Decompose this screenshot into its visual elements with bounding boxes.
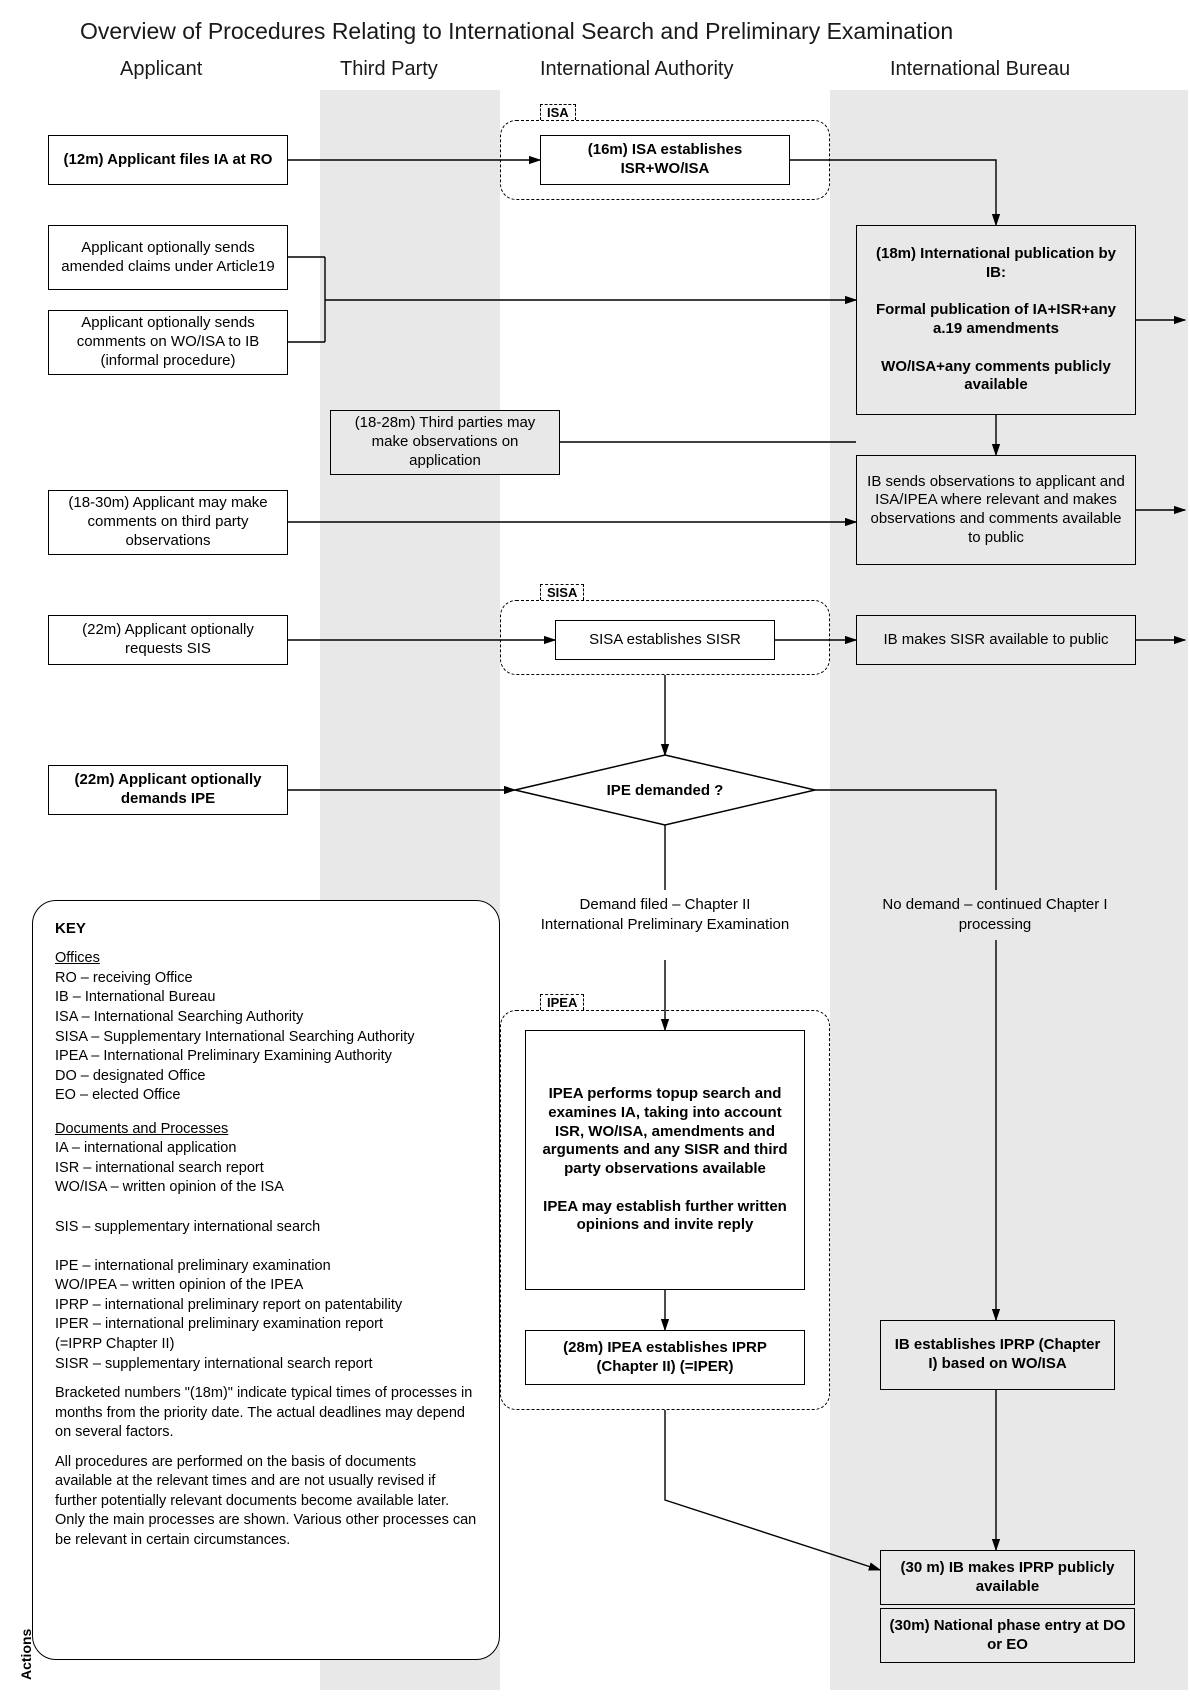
node-amended-claims: Applicant optionally sends amended claim… xyxy=(48,225,288,290)
col-header-intl-authority: International Authority xyxy=(540,58,733,81)
sisa-tab: SISA xyxy=(540,584,584,600)
page-title: Overview of Procedures Relating to Inter… xyxy=(80,18,953,45)
decision-label: IPE demanded ? xyxy=(600,782,730,799)
label-demand-filed: Demand filed – Chapter II International … xyxy=(540,895,790,934)
node-applicant-comments: (18-30m) Applicant may make comments on … xyxy=(48,490,288,555)
node-ib-makes-iprp: (30 m) IB makes IPRP publicly available xyxy=(880,1550,1135,1605)
col-bg-intl-authority xyxy=(500,90,830,1690)
node-ipea-performs: IPEA performs topup search and examines … xyxy=(525,1030,805,1290)
node-ib-sends-obs: IB sends observations to applicant and I… xyxy=(856,455,1136,565)
node-comments-woisa: Applicant optionally sends comments on W… xyxy=(48,310,288,375)
key-docs-list: IA – international application ISR – int… xyxy=(55,1140,402,1371)
key-box: KEY Offices RO – receiving OfficeIB – In… xyxy=(32,900,500,1660)
node-thirdparty-obs: (18-28m) Third parties may make observat… xyxy=(330,410,560,475)
node-demands-ipe: (22m) Applicant optionally demands IPE xyxy=(48,765,288,815)
node-sisa-establishes: SISA establishes SISR xyxy=(555,620,775,660)
key-note1: Bracketed numbers "(18m)" indicate typic… xyxy=(55,1384,477,1443)
node-files-ia: (12m) Applicant files IA at RO xyxy=(48,135,288,185)
node-isa-establishes: (16m) ISA establishes ISR+WO/ISA xyxy=(540,135,790,185)
node-requests-sis: (22m) Applicant optionally requests SIS xyxy=(48,615,288,665)
node-publication: (18m) International publication by IB: F… xyxy=(856,225,1136,415)
key-offices-list: RO – receiving OfficeIB – International … xyxy=(55,970,415,1103)
ipea-tab: IPEA xyxy=(540,994,584,1010)
node-ipea-iprp: (28m) IPEA establishes IPRP (Chapter II)… xyxy=(525,1330,805,1385)
key-note2: All procedures are performed on the basi… xyxy=(55,1453,477,1551)
key-docs-heading: Documents and Processes xyxy=(55,1121,228,1137)
col-header-applicant: Applicant xyxy=(120,58,202,81)
node-ib-sisr: IB makes SISR available to public xyxy=(856,615,1136,665)
col-header-intl-bureau: International Bureau xyxy=(890,58,1070,81)
node-ib-iprp: IB establishes IPRP (Chapter I) based on… xyxy=(880,1320,1115,1390)
key-offices-heading: Offices xyxy=(55,950,100,966)
col-header-thirdparty: Third Party xyxy=(340,58,438,81)
key-heading: KEY xyxy=(55,919,477,939)
isa-tab: ISA xyxy=(540,104,576,120)
node-national-phase: (30m) National phase entry at DO or EO xyxy=(880,1608,1135,1663)
actions-label: Actions xyxy=(18,1629,34,1680)
label-no-demand: No demand – continued Chapter I processi… xyxy=(870,895,1120,934)
